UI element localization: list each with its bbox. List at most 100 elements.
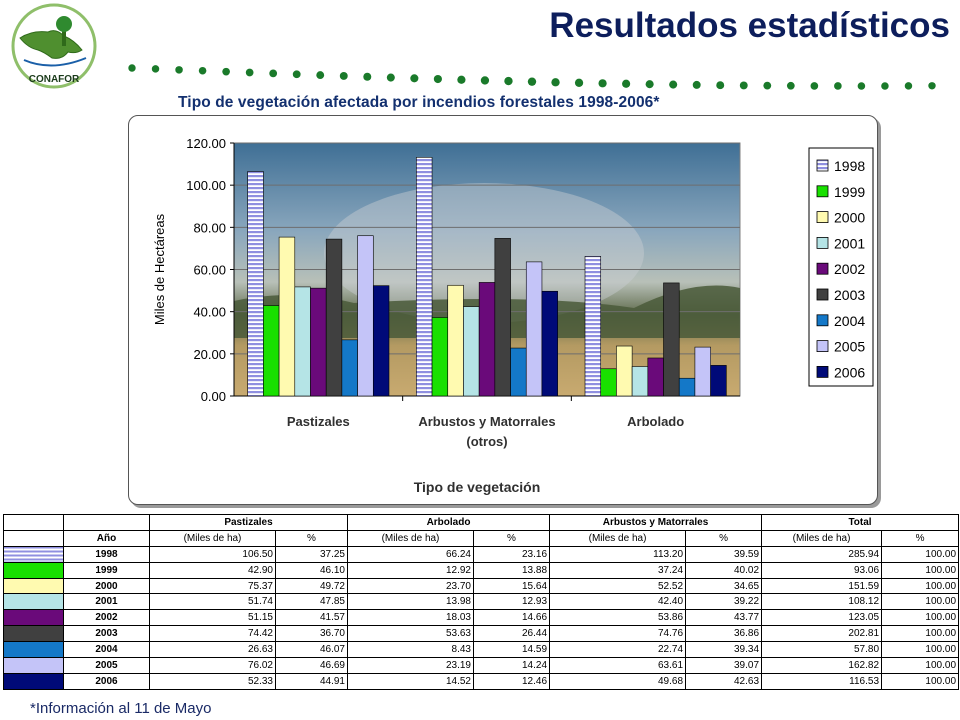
legend-swatch-2002: [816, 262, 829, 275]
decorative-dot: [363, 72, 372, 81]
decorative-dot: [645, 80, 654, 89]
value-cell: 23.16: [472, 545, 551, 563]
value-cell: 39.22: [685, 593, 763, 611]
value-cell: 74.42: [149, 625, 276, 643]
decorative-dot: [527, 77, 537, 86]
decorative-dot: [692, 80, 701, 89]
table-row: 2005 76.02 46.69 23.19 14.24 63.61 39.07 162.82…: [3, 657, 960, 674]
decorative-dot: [433, 74, 442, 84]
value-cell: 12.93: [472, 593, 551, 611]
bar-1999-2: [431, 317, 449, 397]
value-cell: 12.92: [347, 561, 474, 579]
bar-2006-1: [372, 285, 390, 397]
bar-2005-1: [357, 235, 374, 397]
table-corner-cell: [63, 514, 150, 531]
value-cell: 15.64: [472, 577, 551, 595]
value-cell: 39.07: [685, 657, 763, 674]
color-swatch-1998: [3, 545, 64, 563]
bar-1998-1: [247, 171, 264, 397]
value-cell: 57.80: [761, 641, 883, 659]
value-cell: 26.44: [472, 625, 551, 643]
value-cell: 106.50: [149, 545, 276, 563]
decorative-dot: [834, 82, 842, 90]
value-cell: 100.00: [881, 593, 960, 611]
legend-label-2003: 2003: [834, 287, 865, 303]
value-cell: 34.65: [685, 577, 763, 595]
bar-1998-3: [584, 256, 602, 397]
decorative-dot: [386, 73, 395, 82]
table-row: 2004 26.63 46.07 8.43 14.59 22.74 39.34 57.80 10…: [3, 641, 960, 659]
bar-2001-1: [294, 286, 311, 397]
sub-header: (Miles de ha): [549, 529, 687, 547]
value-cell: 46.07: [275, 641, 348, 659]
decorative-dots: [128, 64, 936, 90]
sub-header: (Miles de ha): [761, 529, 883, 547]
value-cell: 100.00: [881, 625, 960, 643]
bar-2002-1: [310, 287, 327, 397]
legend-swatch-1999: [816, 185, 829, 198]
value-cell: 46.10: [275, 561, 348, 579]
legend-label-2001: 2001: [834, 235, 865, 251]
bar-2004-3: [678, 377, 696, 397]
value-cell: 37.24: [549, 561, 687, 579]
data-table: Pastizales Arbolado Arbustos y Matorrales T…: [3, 514, 960, 690]
value-cell: 14.66: [472, 609, 551, 627]
year-cell: 1999: [63, 561, 150, 579]
decorative-dot: [551, 78, 560, 87]
y-tick-label: 80.00: [193, 220, 226, 235]
value-cell: 12.46: [472, 672, 551, 690]
value-cell: 100.00: [881, 672, 960, 690]
value-cell: 18.03: [347, 609, 474, 627]
bar-2002-3: [647, 357, 664, 397]
bar-chart: 0.00 20.00 40.00 60.00 80.00 100.00 120.00 Past…: [152, 136, 874, 495]
decorative-dot: [763, 81, 772, 90]
table-row: 1998 106.50 37.25 66.24 23.16 113.20 39.59 285.…: [3, 545, 960, 563]
year-header: Año: [63, 529, 150, 547]
value-cell: 46.69: [275, 657, 348, 674]
table-row: 2000 75.37 49.72 23.70 15.64 52.52 34.65 151.59…: [3, 577, 960, 595]
color-swatch-2000: [3, 577, 64, 595]
bar-2003-3: [663, 282, 680, 397]
value-cell: 22.74: [549, 641, 687, 659]
value-cell: 23.19: [347, 657, 474, 674]
group-header: Arbustos y Matorrales: [549, 514, 763, 531]
color-swatch-2004: [3, 641, 64, 659]
sub-header: (Miles de ha): [347, 529, 474, 547]
x-tick-sublabel: (otros): [466, 434, 507, 449]
decorative-dot: [128, 64, 136, 72]
year-cell: 1998: [63, 545, 150, 563]
sub-header: %: [472, 529, 551, 547]
value-cell: 41.57: [275, 609, 348, 627]
bar-2005-2: [525, 261, 543, 397]
group-header: Arbolado: [346, 514, 551, 531]
legend-label-2002: 2002: [834, 261, 865, 277]
decorative-dot: [410, 74, 419, 83]
bar-2005-3: [694, 346, 711, 397]
color-swatch-2001: [3, 593, 64, 611]
sub-header: %: [881, 529, 960, 547]
value-cell: 8.43: [347, 641, 474, 659]
legend-swatch-2003: [816, 288, 829, 301]
value-cell: 76.02: [149, 657, 276, 674]
bar-2000-3: [616, 345, 633, 397]
decorative-dot: [457, 75, 466, 84]
value-cell: 26.63: [149, 641, 276, 659]
bar-2004-1: [341, 339, 358, 397]
decorative-dot: [669, 80, 678, 89]
legend-swatch-2005: [816, 340, 829, 353]
chart-title: Tipo de vegetación afectada por incendio…: [178, 94, 660, 111]
decorative-dot: [716, 81, 725, 90]
decorative-dot: [786, 81, 795, 90]
value-cell: 44.91: [275, 672, 348, 690]
table-row: 2006 52.33 44.91 14.52 12.46 49.68 42.63 116.53…: [3, 672, 960, 690]
y-tick-label: 20.00: [193, 347, 226, 362]
year-cell: 2004: [63, 641, 150, 659]
legend-label-1998: 1998: [834, 158, 865, 174]
value-cell: 14.52: [347, 672, 474, 690]
decorative-dot: [598, 79, 607, 88]
color-swatch-2003: [3, 625, 64, 643]
year-cell: 2006: [63, 672, 150, 690]
value-cell: 108.12: [761, 593, 883, 611]
year-cell: 2002: [63, 609, 150, 627]
value-cell: 100.00: [881, 577, 960, 595]
